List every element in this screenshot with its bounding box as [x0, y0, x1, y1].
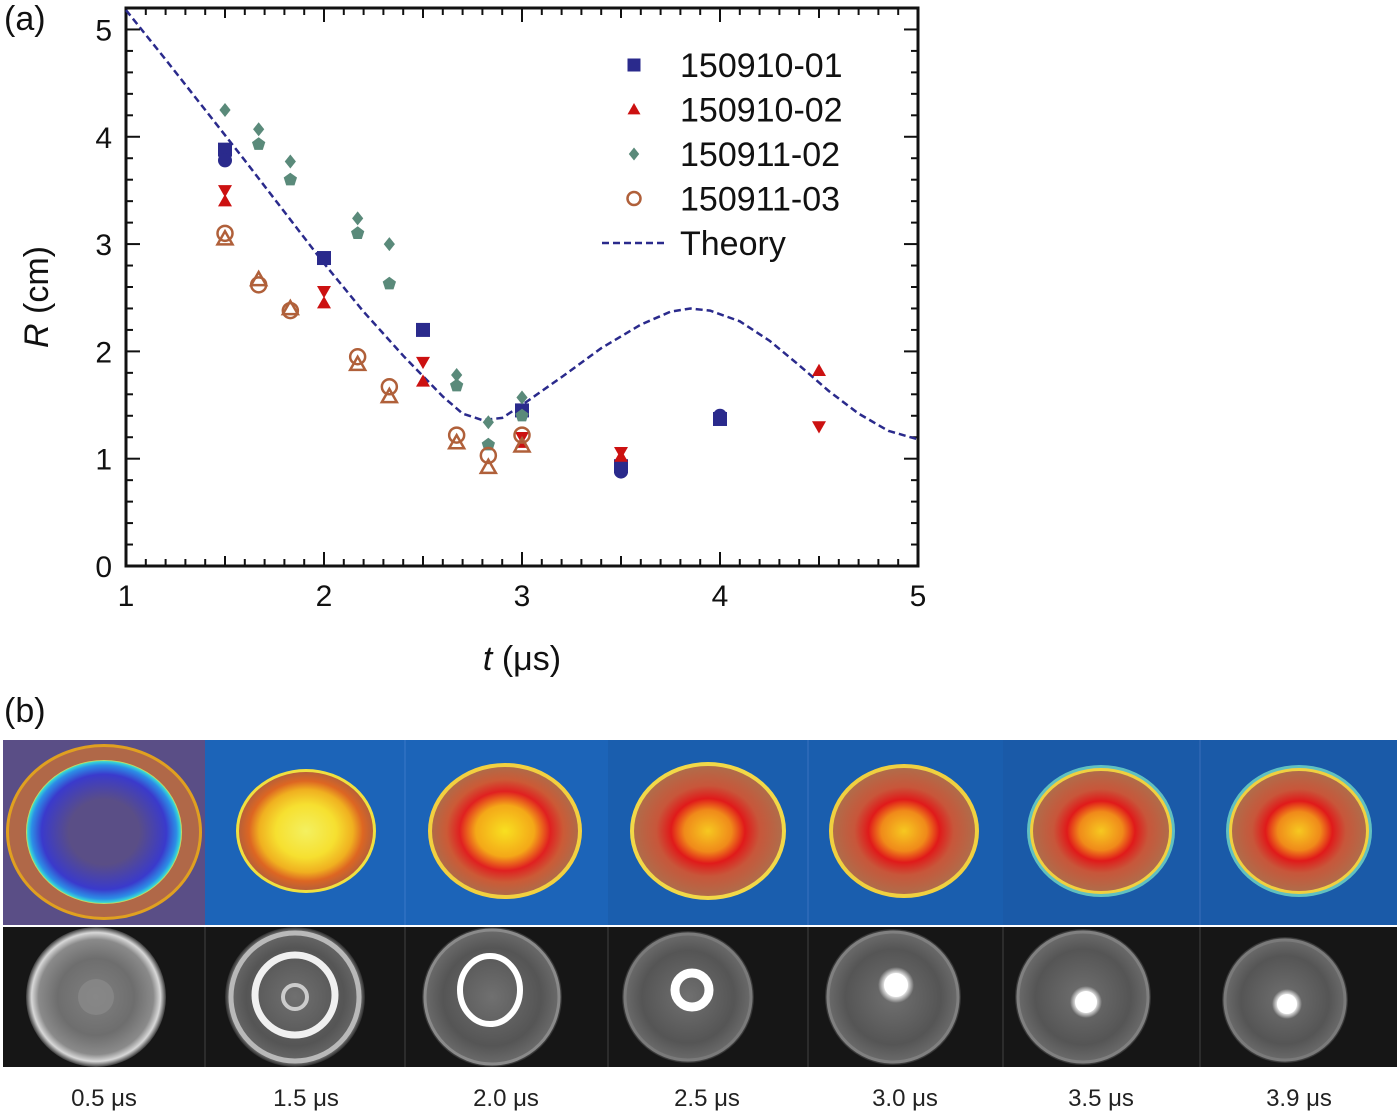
data-point — [253, 122, 265, 137]
data-point — [317, 251, 331, 266]
sim-disc-5 — [833, 768, 975, 894]
data-point — [218, 194, 232, 207]
legend-marker — [628, 147, 640, 161]
data-point — [218, 142, 232, 157]
data-point — [348, 354, 368, 372]
panel-b-label: (b) — [4, 692, 46, 730]
y-tick-label: 0 — [95, 551, 112, 584]
legend-marker — [626, 190, 642, 207]
data-point — [478, 457, 498, 475]
data-point — [348, 348, 367, 366]
legend-label-theory: Theory — [680, 225, 786, 263]
sim-disc-1 — [26, 760, 182, 904]
data-point — [317, 286, 331, 299]
data-point — [249, 269, 269, 287]
simulation-strip — [3, 740, 1397, 925]
data-point — [317, 296, 331, 309]
data-point — [380, 378, 399, 396]
time-label-6: 3.5 μs — [1068, 1085, 1134, 1112]
y-tick-label: 4 — [95, 122, 112, 155]
data-point — [283, 172, 297, 186]
series-0 — [218, 142, 727, 474]
y-axis-title: R (cm) — [18, 246, 56, 348]
sim-disc-3 — [432, 767, 578, 895]
data-point — [383, 237, 395, 252]
exp-image-3 — [422, 927, 562, 1067]
legend-marker — [627, 103, 641, 115]
y-tick-label: 3 — [95, 229, 112, 262]
series-5 — [252, 137, 529, 451]
legend-label: 150910-01 — [680, 47, 843, 85]
data-point — [515, 408, 529, 422]
x-axis-title: t (μs) — [483, 640, 561, 678]
time-labels: 0.5 μs 1.5 μs 2.0 μs 2.5 μs 3.0 μs 3.5 μ… — [71, 1085, 1332, 1112]
data-point — [280, 298, 300, 316]
data-point — [614, 464, 628, 479]
data-point — [252, 137, 266, 150]
axis-ticks — [125, 7, 919, 567]
exp-image-4 — [622, 931, 754, 1063]
time-label-7: 3.9 μs — [1266, 1085, 1332, 1112]
data-point — [481, 437, 495, 451]
sim-disc-7 — [1232, 771, 1366, 891]
data-point — [218, 153, 232, 168]
legend: 150910-01 150910-02 150911-02 150911-03 Theo… — [602, 47, 843, 263]
data-point — [416, 374, 430, 387]
data-point — [482, 415, 494, 430]
sim-disc-6 — [1033, 771, 1169, 891]
series-6 — [216, 224, 531, 465]
data-point — [219, 102, 231, 117]
sim-disc-2 — [239, 772, 373, 890]
data-point — [513, 426, 531, 444]
data-point — [713, 408, 727, 423]
data-point — [451, 367, 463, 382]
series-1 — [218, 153, 727, 479]
data-point — [516, 390, 528, 405]
data-point — [382, 276, 396, 290]
x-tick-label: 3 — [514, 580, 531, 613]
theory-curve — [125, 9, 919, 441]
x-tick-label: 2 — [316, 580, 333, 613]
data-point — [216, 224, 234, 243]
data-point — [447, 432, 467, 450]
legend-label: 150910-02 — [680, 92, 843, 130]
time-label-3: 2.0 μs — [473, 1085, 539, 1112]
x-tick-label: 5 — [910, 580, 927, 613]
y-tick-label: 5 — [95, 14, 112, 47]
y-tick-label: 2 — [95, 336, 112, 369]
data-point — [812, 363, 826, 376]
series-7 — [215, 228, 532, 475]
data-point — [416, 322, 430, 337]
x-tick-label: 1 — [118, 580, 135, 613]
time-label-1: 0.5 μs — [71, 1085, 137, 1112]
sim-disc-4 — [634, 766, 782, 896]
data-point — [416, 356, 430, 370]
data-point — [352, 211, 364, 226]
data-point — [215, 228, 235, 246]
data-point — [450, 378, 464, 392]
data-point — [284, 154, 296, 169]
data-point — [812, 421, 826, 434]
data-point — [512, 435, 532, 453]
panel-a-label: (a) — [4, 0, 46, 38]
data-point — [218, 185, 232, 198]
y-tick-label: 1 — [95, 444, 112, 477]
exp-image-2 — [225, 927, 365, 1067]
legend-label: 150911-02 — [680, 136, 840, 174]
time-label-5: 3.0 μs — [872, 1085, 938, 1112]
time-label-2: 1.5 μs — [273, 1085, 339, 1112]
data-point — [351, 226, 365, 239]
legend-label: 150911-03 — [680, 181, 840, 219]
data-point — [614, 447, 628, 460]
legend-marker — [627, 58, 641, 72]
experiment-strip — [3, 927, 1397, 1067]
data-point — [379, 386, 399, 404]
series-4 — [219, 102, 528, 430]
x-tick-label: 4 — [712, 580, 729, 613]
data-point — [447, 426, 466, 444]
time-label-4: 2.5 μs — [674, 1085, 740, 1112]
data-point — [479, 446, 498, 465]
